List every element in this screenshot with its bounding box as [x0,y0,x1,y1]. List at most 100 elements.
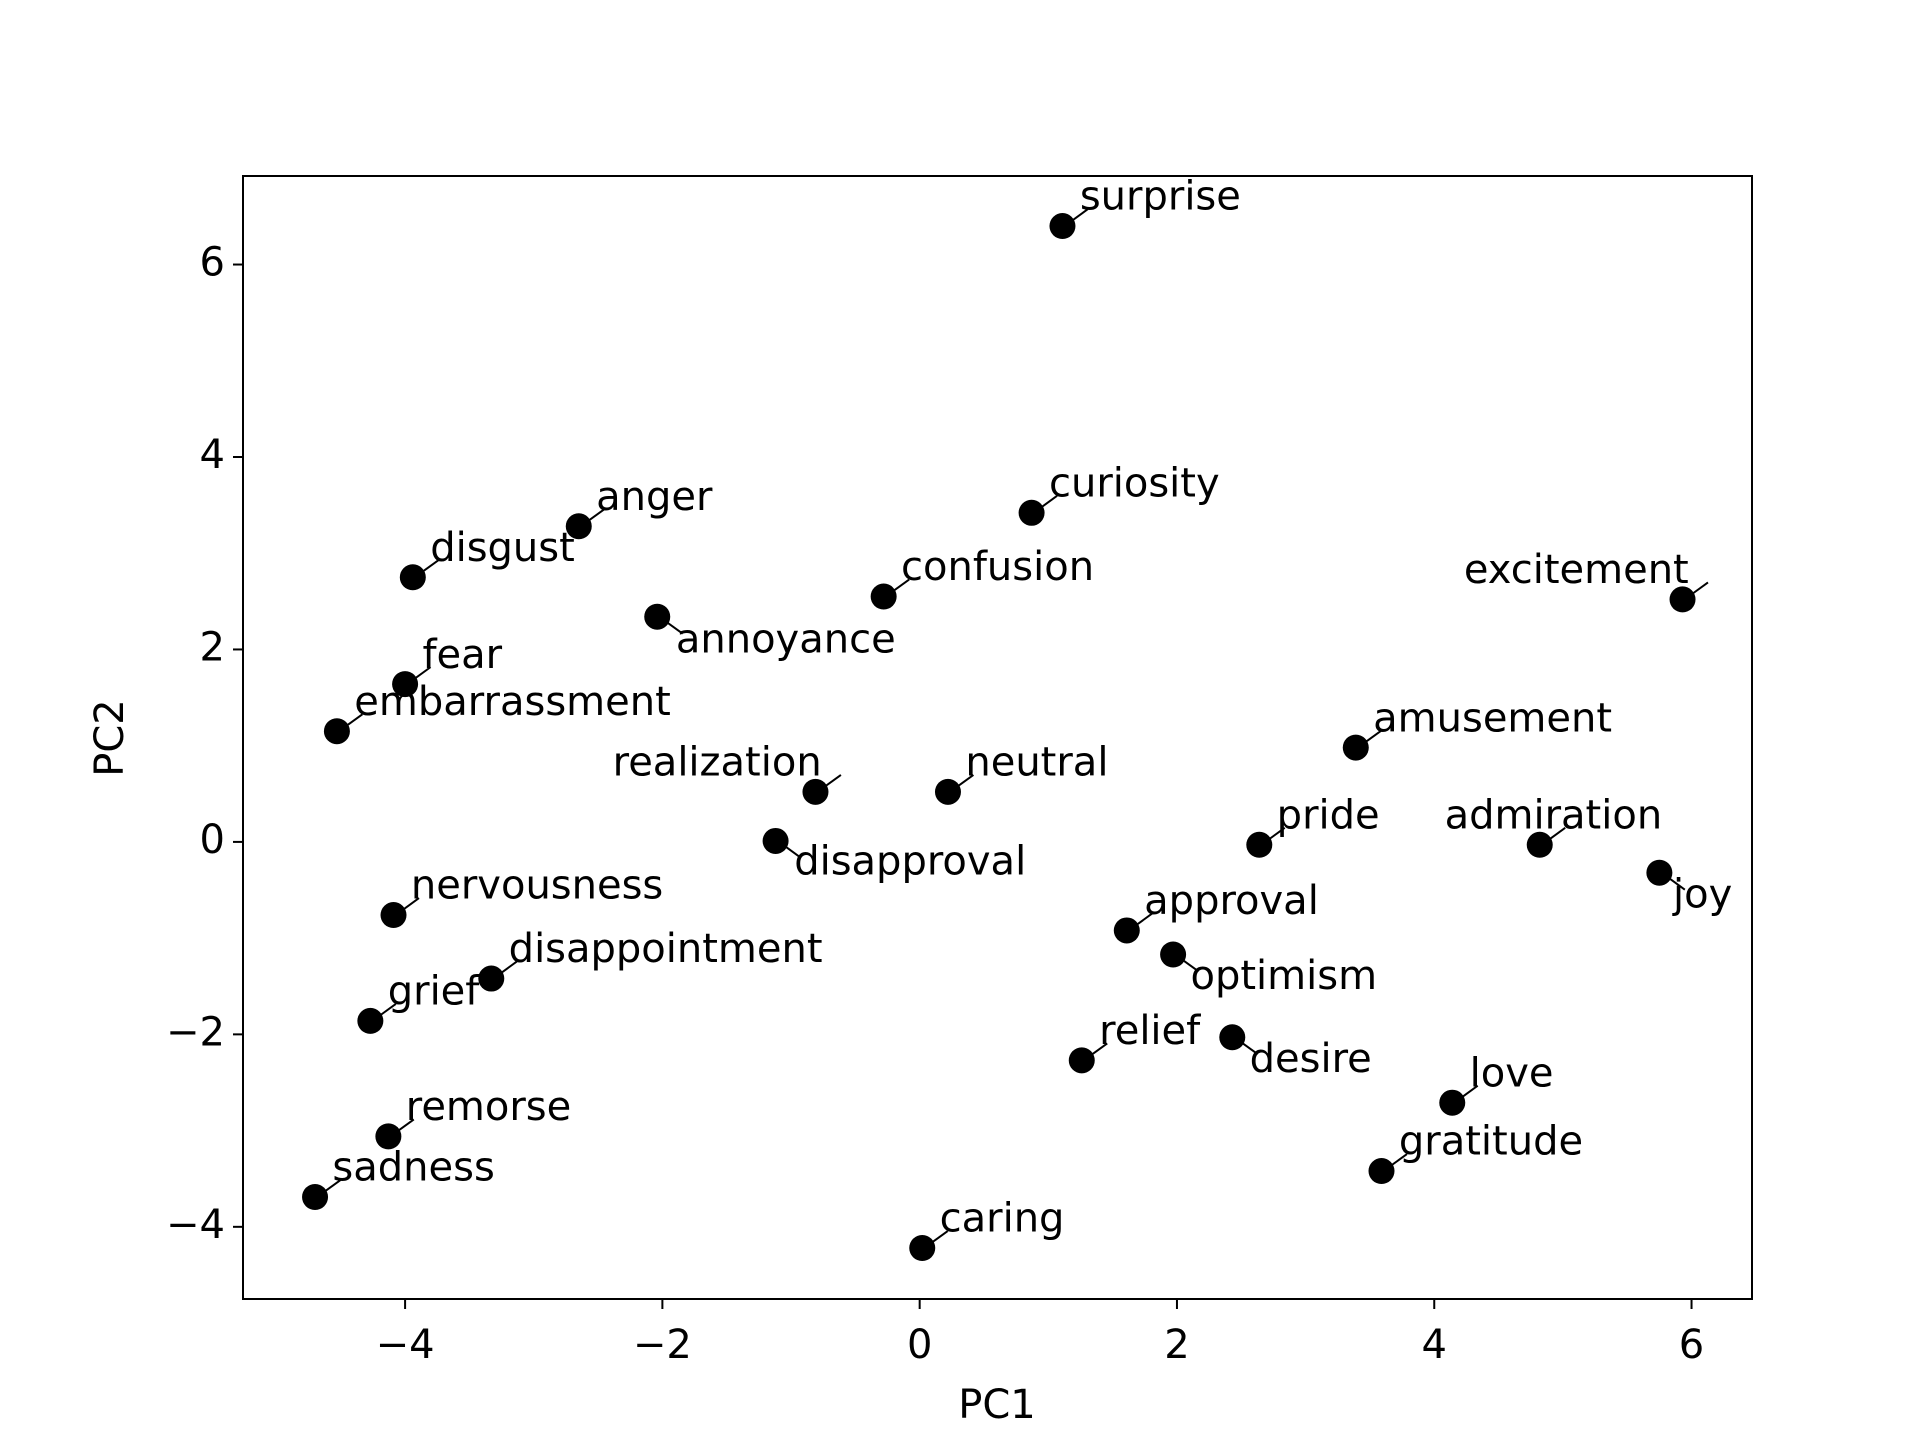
point-label: confusion [901,544,1094,590]
annotation-arrow [958,774,975,786]
annotation-arrow [1692,581,1709,593]
point [302,1183,329,1210]
annotation-arrow [1269,827,1286,839]
point [1368,1158,1395,1185]
annotation-arrow [1462,1084,1479,1097]
point-label: excitement [1464,547,1689,593]
annotation-arrow [325,1179,342,1191]
plot-frame [242,175,1753,1300]
point [380,902,407,929]
point-label: realization [613,740,822,786]
point-label: fear [422,632,502,678]
annotation-arrow [501,960,518,973]
point [1018,499,1045,526]
x-axis-label: PC1 [958,1382,1036,1428]
point [1439,1089,1466,1116]
annotation-arrow [589,508,605,520]
annotation-arrow [1550,827,1566,839]
y-tick-label: −2 [166,1009,225,1055]
point-label: embarrassment [354,679,670,725]
point [934,778,961,805]
point-label: love [1470,1050,1554,1096]
point-label: annoyance [676,617,896,663]
annotation-arrow [1041,495,1058,507]
annotation-arrow [1391,1153,1408,1165]
point-label: relief [1099,1008,1201,1054]
y-tick-label: 6 [200,240,225,286]
point-label: anger [596,474,713,520]
point-label: nervousness [411,863,663,909]
point [375,1123,402,1150]
point [392,671,419,698]
point [1669,586,1696,613]
point-label: approval [1144,878,1319,924]
annotation-arrow [423,559,439,571]
annotation-arrow [415,666,432,678]
point [1342,734,1369,761]
point [762,827,789,854]
point-label: joy [1672,871,1732,917]
x-tick-label: 6 [1679,1322,1704,1368]
point-label: gratitude [1399,1119,1583,1165]
y-axis-label: PC2 [87,699,133,777]
point-label: optimism [1190,953,1377,999]
annotation-arrow [1242,1043,1259,1056]
point [1219,1024,1246,1051]
x-tick-label: 4 [1422,1322,1447,1368]
point-label: remorse [406,1084,572,1130]
annotation-arrow [785,847,802,859]
annotation-arrow [1183,960,1200,973]
point [565,513,592,540]
annotation-arrow [1137,912,1153,924]
point-label: pride [1277,792,1380,838]
point [1646,859,1673,886]
point [1526,831,1553,858]
point [1113,917,1140,944]
y-tick-label: 2 [200,624,225,670]
point-label: disgust [430,525,575,571]
point [357,1007,384,1034]
point [1049,213,1076,240]
point-label: grief [388,969,481,1015]
point-label: surprise [1080,174,1241,220]
annotation-arrow [825,774,842,786]
annotation-arrow [1092,1042,1108,1054]
point [323,718,350,745]
y-tick-label: 4 [200,432,225,478]
point [802,778,829,805]
point [1246,831,1273,858]
y-tick-label: 0 [200,817,225,863]
annotation-arrow [1366,729,1382,742]
point-label: admiration [1445,792,1663,838]
x-tick-label: −4 [376,1322,435,1368]
annotation-arrow [894,578,910,591]
x-tick-label: −2 [633,1322,692,1368]
point [909,1234,936,1261]
point-label: curiosity [1049,460,1220,506]
y-tick-label: −4 [166,1202,225,1248]
point [399,564,426,591]
point [870,583,897,610]
point [644,603,671,630]
point-label: neutral [965,740,1108,786]
annotation-arrow [398,1118,415,1130]
x-tick-label: 2 [1164,1322,1189,1368]
annotation-arrow [347,713,363,725]
point-label: disappointment [509,926,823,972]
annotation-arrow [380,1003,397,1015]
annotation-arrow [932,1230,949,1242]
point [1068,1047,1095,1074]
point-label: desire [1250,1036,1372,1082]
annotation-arrow [1669,878,1686,891]
point-label: amusement [1373,695,1612,741]
annotation-arrow [403,897,420,909]
annotation-arrow [1072,208,1089,220]
x-tick-label: 0 [907,1322,932,1368]
point-label: sadness [332,1145,494,1191]
point-label: disapproval [794,838,1026,884]
annotation-arrow [667,622,684,635]
point-label: caring [940,1196,1065,1242]
point [1160,941,1187,968]
